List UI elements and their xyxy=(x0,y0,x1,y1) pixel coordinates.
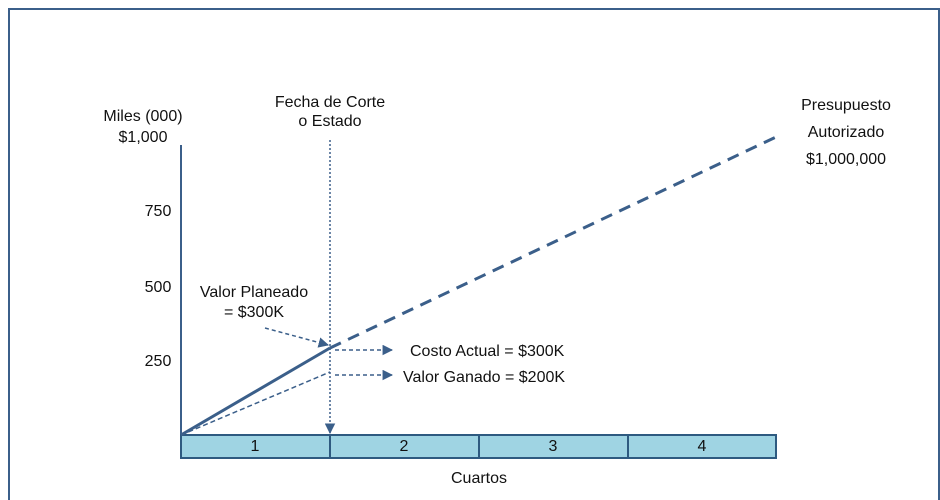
annotation: Presupuesto xyxy=(801,97,891,114)
y-tick-label: $1,000 xyxy=(119,129,168,146)
frame xyxy=(8,8,940,500)
x-axis-label: Cuartos xyxy=(451,470,507,487)
annotation: Fecha de Corte xyxy=(275,94,385,111)
actual-line xyxy=(180,346,331,437)
y-axis-label: Miles (000) xyxy=(103,108,182,125)
annotation: Autorizado xyxy=(808,124,885,141)
quarter-label: 3 xyxy=(549,438,558,455)
quarter-label: 2 xyxy=(400,438,409,455)
quarter-bar xyxy=(180,434,777,459)
y-tick-label: 500 xyxy=(145,279,172,296)
y-tick-label: 750 xyxy=(145,203,172,220)
arrow xyxy=(264,327,330,348)
quarter-label: 1 xyxy=(251,438,260,455)
planned-line xyxy=(329,135,777,350)
earned-line xyxy=(180,371,331,436)
quarter-label: 4 xyxy=(698,438,707,455)
annotation: = $300K xyxy=(224,304,284,321)
annotation: Valor Ganado = $200K xyxy=(403,369,565,386)
annotation: Valor Planeado xyxy=(200,284,308,301)
annotation: Costo Actual = $300K xyxy=(410,343,565,360)
annotation: o Estado xyxy=(298,113,361,130)
annotation: $1,000,000 xyxy=(806,151,886,168)
y-tick-label: 250 xyxy=(145,353,172,370)
